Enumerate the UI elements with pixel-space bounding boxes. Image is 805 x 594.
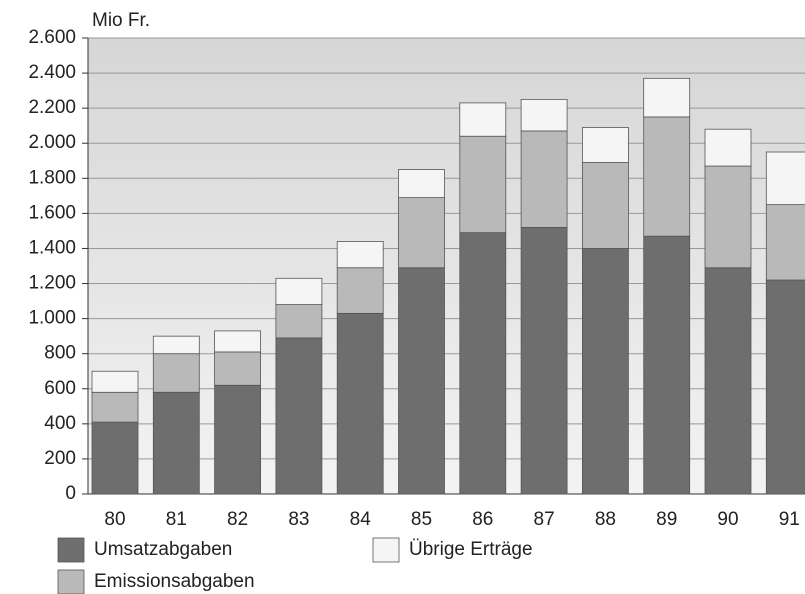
y-tick-label: 2.000 bbox=[28, 132, 76, 153]
x-tick-label: 80 bbox=[104, 509, 125, 530]
y-tick-label: 1.600 bbox=[28, 202, 76, 223]
bar-segment bbox=[336, 312, 384, 495]
x-tick-label: 89 bbox=[656, 509, 677, 530]
x-tick-label: 82 bbox=[227, 509, 248, 530]
legend-label: Umsatzabgaben bbox=[94, 539, 232, 560]
legend-swatch bbox=[372, 537, 400, 563]
x-tick-label: 81 bbox=[166, 509, 187, 530]
bar-segment bbox=[398, 267, 445, 495]
y-tick-label: 1.000 bbox=[28, 308, 76, 329]
y-tick-label: 400 bbox=[44, 413, 76, 434]
bar-segment bbox=[275, 304, 323, 339]
bar-segment bbox=[643, 116, 691, 237]
x-tick-label: 84 bbox=[350, 509, 372, 530]
bar-segment bbox=[765, 279, 805, 495]
bar-segment bbox=[214, 330, 262, 353]
bar-segment bbox=[765, 151, 805, 206]
y-tick-label: 2.200 bbox=[28, 97, 76, 118]
bar-segment bbox=[643, 77, 691, 118]
x-tick-label: 85 bbox=[411, 509, 432, 530]
bar-segment bbox=[91, 370, 139, 393]
y-tick-label: 800 bbox=[44, 343, 76, 364]
bar-segment bbox=[91, 391, 139, 423]
bar-segment bbox=[459, 232, 507, 495]
bar-segment bbox=[643, 235, 691, 495]
x-tick-label: 83 bbox=[288, 509, 309, 530]
y-tick-label: 200 bbox=[44, 448, 76, 469]
x-tick-label: 91 bbox=[779, 509, 800, 530]
y-tick-label: 1.200 bbox=[28, 273, 76, 294]
x-tick-label: 86 bbox=[472, 509, 493, 530]
bar-segment bbox=[398, 197, 445, 269]
bar-segment bbox=[704, 267, 752, 495]
bar-segment bbox=[398, 169, 445, 199]
bar-segment bbox=[704, 128, 752, 167]
x-tick-label: 90 bbox=[717, 509, 738, 530]
bar-segment bbox=[214, 351, 262, 386]
bar-segment bbox=[336, 241, 384, 269]
y-axis-label: Mio Fr. bbox=[92, 10, 150, 31]
bar-segment bbox=[520, 130, 568, 228]
bar-segment bbox=[214, 384, 262, 495]
bar-segment bbox=[704, 165, 752, 269]
bar-segment bbox=[152, 335, 200, 355]
bar-segment bbox=[765, 204, 805, 281]
legend-label: Übrige Erträge bbox=[409, 539, 533, 560]
bar-segment bbox=[459, 135, 507, 234]
bar-segment bbox=[582, 127, 629, 163]
bar-segment bbox=[520, 227, 568, 495]
y-tick-label: 2.600 bbox=[28, 27, 76, 48]
bar-segment bbox=[582, 248, 629, 495]
bar-segment bbox=[152, 391, 200, 495]
legend-label: Emissionsabgaben bbox=[94, 571, 255, 592]
bar-segment bbox=[520, 98, 568, 132]
x-tick-label: 87 bbox=[534, 509, 555, 530]
bar-segment bbox=[152, 353, 200, 393]
bar-segment bbox=[336, 267, 384, 314]
bar-segment bbox=[459, 102, 507, 137]
y-tick-label: 0 bbox=[65, 483, 76, 504]
legend-swatch bbox=[57, 537, 85, 563]
x-tick-label: 88 bbox=[595, 509, 616, 530]
bar-segment bbox=[275, 337, 323, 495]
y-tick-label: 600 bbox=[44, 378, 76, 399]
bar-segment bbox=[91, 421, 139, 495]
bar-segment bbox=[275, 277, 323, 305]
bar-segment bbox=[582, 162, 629, 249]
y-tick-label: 1.800 bbox=[28, 167, 76, 188]
y-tick-label: 1.400 bbox=[28, 237, 76, 258]
legend-swatch bbox=[57, 569, 85, 594]
y-tick-label: 2.400 bbox=[28, 62, 76, 83]
